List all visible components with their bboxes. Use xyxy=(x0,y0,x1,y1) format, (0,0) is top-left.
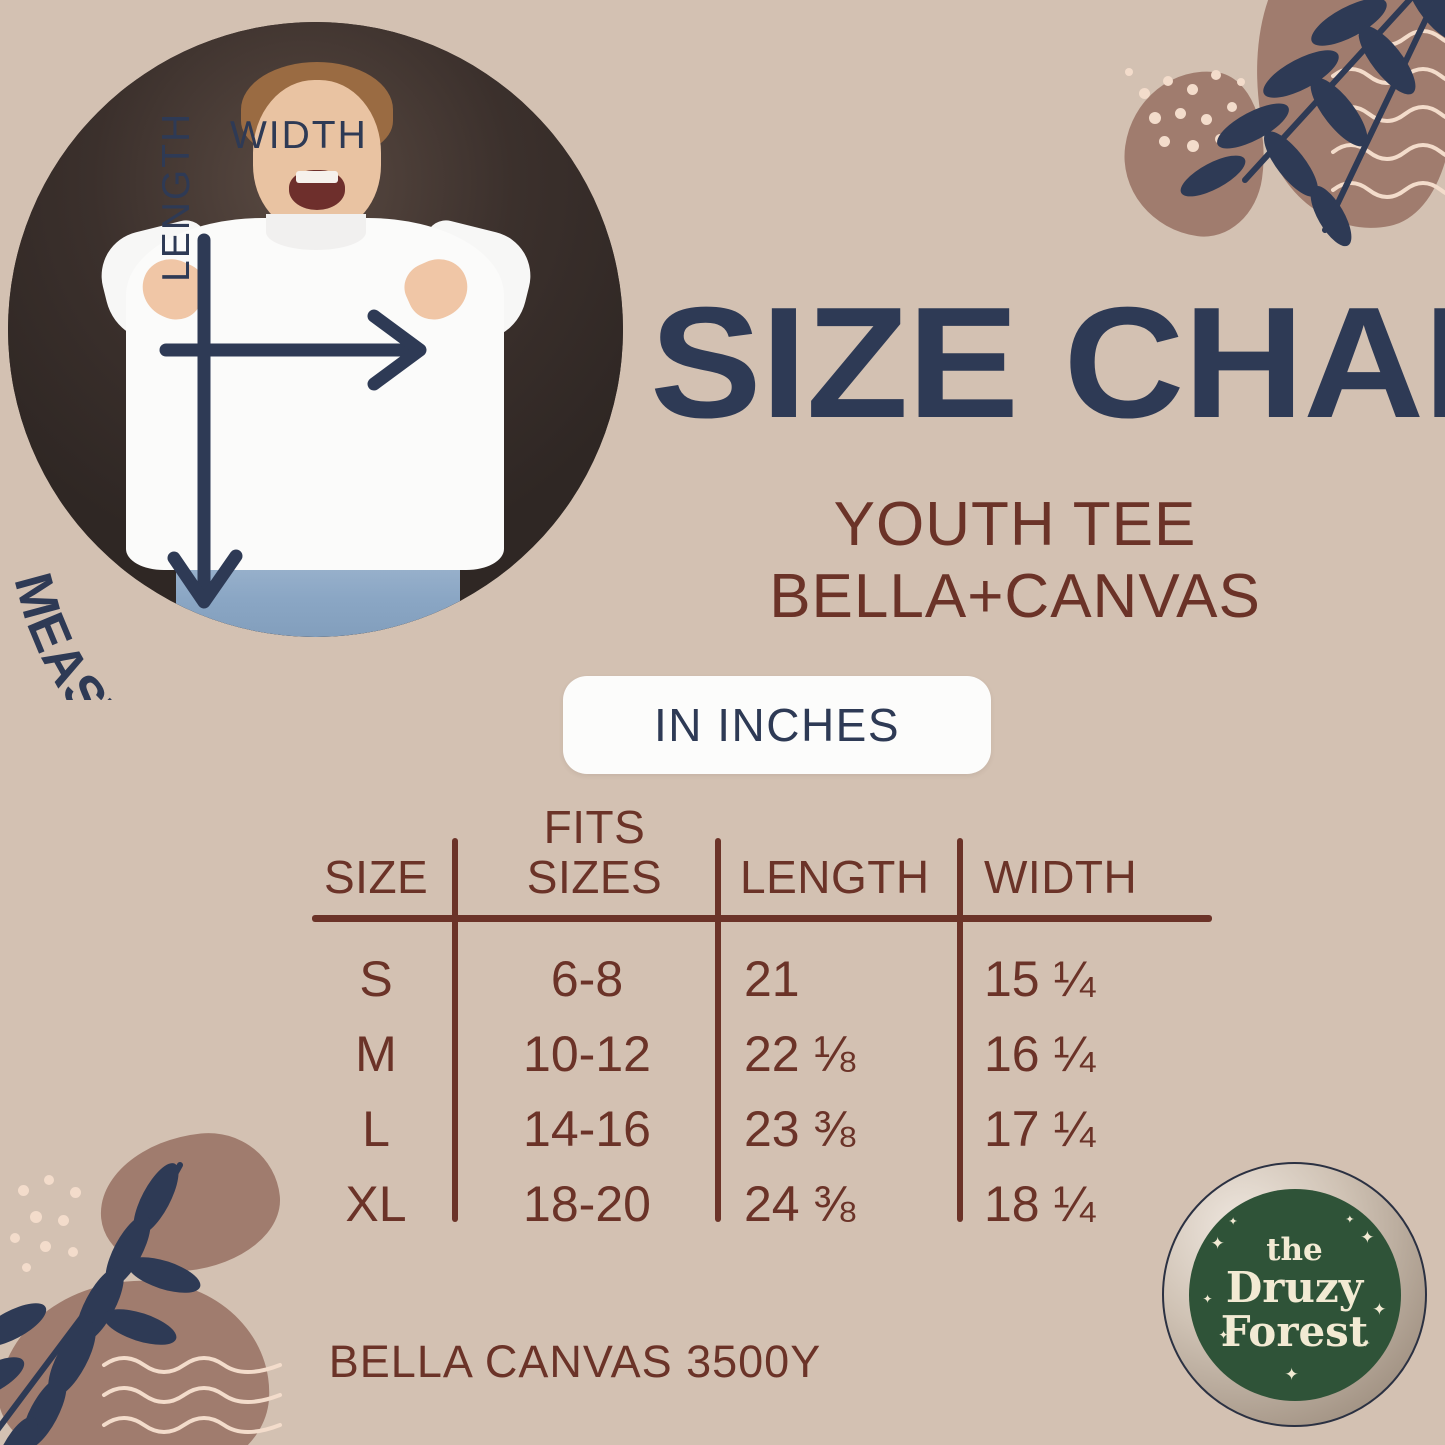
arc-text: MEASURE SEAM TO SEAM xyxy=(3,567,576,700)
leaf-branch-icon xyxy=(0,1162,201,1445)
sparkle-icon: ✦ xyxy=(1284,1364,1299,1384)
dot-accent xyxy=(1163,76,1173,86)
dot-accent xyxy=(1139,88,1150,99)
table-row: L xyxy=(362,1101,390,1157)
dot-accent xyxy=(1201,114,1212,125)
dot-accent xyxy=(10,1233,20,1243)
subtitle-line-1: YOUTH TEE xyxy=(833,490,1197,559)
sparkle-icon: ✦ xyxy=(1360,1227,1375,1247)
blob-shape xyxy=(1225,0,1445,248)
sparkle-icon: ✦ xyxy=(1345,1213,1355,1226)
column-header-fits-sizes: FITS SIZES xyxy=(507,802,682,902)
dot-accent xyxy=(1227,102,1237,112)
footer-caption: BELLA CANVAS 3500Y xyxy=(328,1336,822,1387)
units-badge-label: IN INCHES xyxy=(653,699,901,751)
table-row: 10-12 xyxy=(523,1026,651,1082)
table-divider-2 xyxy=(715,838,721,1222)
dot-accent xyxy=(1237,78,1245,86)
brand-logo: ✦ ✦ ✦ ✦ ✦ ✦ ✦ ✦ ✦ the Druzy Forest xyxy=(1162,1162,1427,1427)
dot-accent xyxy=(40,1241,51,1252)
dot-accent xyxy=(1211,70,1221,80)
dot-accent xyxy=(18,1185,29,1196)
table-row: 17 ¼ xyxy=(984,1101,1096,1157)
brand-logo-inner: ✦ ✦ ✦ ✦ ✦ ✦ ✦ ✦ ✦ the Druzy Forest xyxy=(1188,1188,1401,1401)
table-header-rule xyxy=(312,915,1212,922)
tee-collar xyxy=(266,214,366,250)
dot-accent xyxy=(1175,108,1186,119)
sparkle-icon: ✦ xyxy=(1210,1233,1225,1253)
sparkle-icon: ✦ xyxy=(1372,1299,1387,1319)
width-label: WIDTH xyxy=(230,114,368,157)
sparkle-icon: ✦ xyxy=(1228,1215,1238,1228)
decoration-bottom-left xyxy=(0,1115,340,1445)
dot-accent xyxy=(1159,136,1170,147)
dot-accent xyxy=(1149,112,1161,124)
measure-seam-arc-text: MEASURE SEAM TO SEAM xyxy=(3,567,576,700)
size-table: SIZE FITS SIZES LENGTH WIDTH S 6-8 21 15… xyxy=(312,802,1212,1232)
table-row: 6-8 xyxy=(550,951,624,1007)
column-header-length: LENGTH xyxy=(740,851,930,903)
table-row: M xyxy=(355,1026,397,1082)
arrow-head-right xyxy=(367,309,427,391)
brand-logo-line-2: Druzy xyxy=(1225,1263,1364,1313)
sparkle-icon: ✦ xyxy=(1218,1327,1229,1342)
subtitle-line-2: BELLA+CANVAS xyxy=(769,562,1261,631)
units-badge: IN INCHES xyxy=(563,676,991,774)
brand-logo-line-1: the xyxy=(1266,1231,1323,1268)
table-divider-3 xyxy=(957,838,963,1222)
measurement-arrows-overlay xyxy=(159,233,427,609)
table-row: 18-20 xyxy=(523,1176,651,1232)
dot-accent xyxy=(44,1175,54,1185)
table-row: XL xyxy=(345,1176,407,1232)
dot-accent xyxy=(1125,68,1133,76)
dot-accent xyxy=(22,1263,31,1272)
table-row: S xyxy=(359,951,393,1007)
page-title: SIZE CHART xyxy=(650,275,1445,451)
column-header-size: SIZE xyxy=(324,851,429,903)
table-divider-1 xyxy=(452,838,458,1222)
column-header-fits-line-2: SIZES xyxy=(526,851,663,903)
arrow-head-down xyxy=(167,549,243,609)
dot-accent xyxy=(1215,134,1225,144)
column-header-fits-line-1: FITS xyxy=(543,801,646,853)
length-label: LENGTH xyxy=(155,111,198,282)
sparkle-icon: ✦ xyxy=(1202,1291,1213,1306)
page-subtitle: YOUTH TEE BELLA+CANVAS xyxy=(655,492,1375,630)
wavy-line-decor xyxy=(1331,29,1445,199)
dot-accent xyxy=(70,1187,81,1198)
table-row: 23 ⅜ xyxy=(744,1101,856,1157)
column-header-width: WIDTH xyxy=(984,851,1138,903)
sparkle-icon: ✦ xyxy=(1361,1337,1371,1350)
blob-shape-dotted xyxy=(93,1125,287,1280)
table-row: 16 ¼ xyxy=(984,1026,1096,1082)
brand-logo-line-3: Forest xyxy=(1220,1307,1369,1357)
dot-accent xyxy=(68,1247,78,1257)
table-row: 14-16 xyxy=(523,1101,651,1157)
dot-accent xyxy=(1187,140,1199,152)
table-row: 24 ⅜ xyxy=(744,1176,856,1232)
table-row: 15 ¼ xyxy=(984,951,1096,1007)
blob-shape-dotted xyxy=(1114,61,1276,244)
table-row: 21 xyxy=(744,951,800,1007)
dot-accent xyxy=(58,1215,69,1226)
dot-accent xyxy=(30,1211,42,1223)
table-row: 22 ⅛ xyxy=(744,1026,856,1082)
product-photo-circle: WIDTH LENGTH xyxy=(8,22,623,637)
table-row: 18 ¼ xyxy=(984,1176,1096,1232)
model-teeth xyxy=(296,171,338,183)
dot-accent xyxy=(1187,84,1198,95)
leaf-branch-icon xyxy=(1180,0,1445,247)
